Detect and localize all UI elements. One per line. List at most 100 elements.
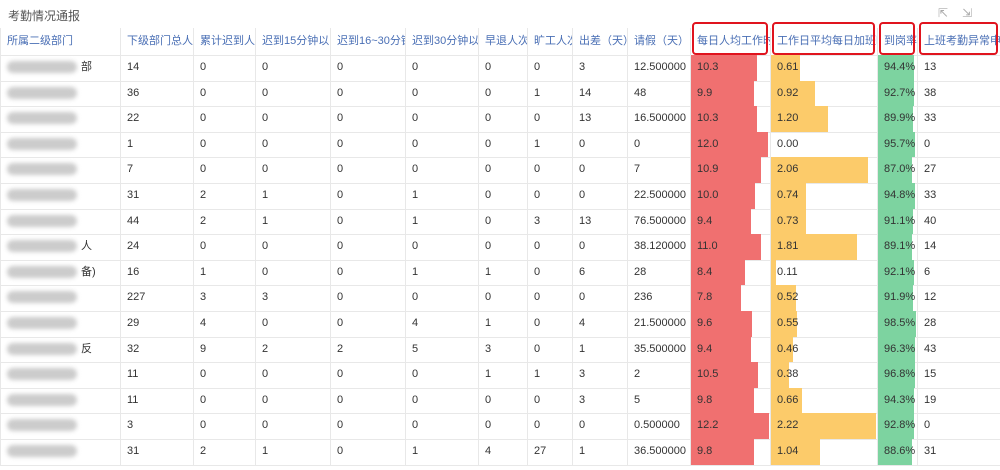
- table-cell: 15: [917, 362, 1000, 388]
- cell-text: 1: [534, 86, 541, 99]
- cell-text: 0: [534, 342, 541, 355]
- table-cell: 12.2: [690, 413, 770, 439]
- cell-text: 12.0: [697, 137, 719, 150]
- cell-text: 33: [924, 189, 937, 201]
- cell-text: 0: [412, 163, 419, 176]
- table-cell: 0: [255, 80, 330, 107]
- table-cell: 0: [527, 157, 572, 183]
- cell-text: 1: [534, 137, 541, 150]
- table-cell: 12.500000: [627, 55, 690, 81]
- column-header[interactable]: 到岗率: [877, 28, 917, 55]
- table-cell: 27: [527, 439, 572, 465]
- data-bar: [691, 183, 755, 209]
- column-header[interactable]: 迟到30分钟以上: [405, 28, 478, 55]
- cell-text: 1: [262, 445, 269, 457]
- cell-text: 48: [634, 86, 647, 99]
- cell-text: 89.9%: [884, 112, 916, 125]
- data-bar: [878, 413, 914, 439]
- data-bar: [878, 259, 914, 286]
- cell-text: 0: [337, 291, 344, 304]
- column-header[interactable]: 工作日平均每日加班时长: [770, 28, 877, 55]
- table-cell: 88.6%: [877, 439, 917, 465]
- table-cell: 0: [572, 131, 627, 158]
- table-cell: 0: [405, 157, 478, 183]
- table-cell: 31: [120, 183, 193, 209]
- table-cell: 0.11: [770, 259, 877, 286]
- dept-cell: [0, 131, 120, 158]
- cell-text: 88.6%: [884, 445, 916, 457]
- panel-icons[interactable]: ⇱⇲: [937, 6, 986, 20]
- cell-text: 1.04: [777, 445, 799, 457]
- table-cell: 0: [405, 106, 478, 132]
- table-cell: 0: [405, 234, 478, 260]
- table-cell: 3: [120, 413, 193, 439]
- table-cell: 91.1%: [877, 208, 917, 235]
- cell-text: 91.1%: [884, 214, 916, 227]
- data-bar: [878, 311, 916, 337]
- table-cell: 14: [120, 55, 193, 81]
- table-cell: 1: [527, 131, 572, 158]
- column-header[interactable]: 每日人均工作时长: [690, 28, 770, 55]
- cell-text: 0.73: [777, 214, 799, 227]
- data-bar: [771, 311, 797, 337]
- data-bar: [771, 387, 803, 414]
- table-cell: 0: [917, 131, 1000, 158]
- cell-text: 31: [127, 189, 140, 201]
- cell-text: 3: [579, 368, 586, 381]
- table-cell: 24: [120, 234, 193, 260]
- redacted-name: [7, 86, 77, 99]
- cell-text: 38: [924, 86, 937, 99]
- column-header[interactable]: 累计迟到人次: [193, 28, 255, 55]
- redacted-name: [7, 189, 77, 202]
- table-cell: 0: [572, 234, 627, 260]
- cell-text: 96.8%: [884, 368, 916, 381]
- table-cell: 0: [193, 387, 255, 414]
- cell-text: 91.9%: [884, 291, 916, 304]
- cell-text: 0: [337, 112, 344, 125]
- cell-text: 9.6: [697, 317, 713, 329]
- header-row: 所属二级部门下级部门总人数累计迟到人次迟到15分钟以内迟到16~30分钟迟到30…: [0, 22, 1000, 56]
- table-cell: 0: [478, 80, 527, 107]
- table-cell: 0.52: [770, 285, 877, 311]
- column-header[interactable]: 请假（天）: [627, 28, 690, 55]
- column-header[interactable]: 出差（天）: [572, 28, 627, 55]
- data-bar: [691, 208, 752, 235]
- data-bar: [878, 131, 915, 158]
- cell-text: 3: [579, 61, 586, 73]
- table-cell: 96.8%: [877, 362, 917, 388]
- cell-text: 0: [534, 61, 541, 73]
- cell-text: 0: [534, 419, 541, 432]
- table-cell: 3: [572, 55, 627, 81]
- data-bar: [878, 234, 913, 260]
- column-header[interactable]: 迟到16~30分钟: [330, 28, 405, 55]
- cell-text: 0: [534, 265, 541, 278]
- column-header[interactable]: 迟到15分钟以内: [255, 28, 330, 55]
- table-cell: 48: [627, 80, 690, 107]
- cell-text: 0: [579, 291, 586, 304]
- cell-text: 0: [337, 163, 344, 176]
- data-bar: [691, 234, 762, 260]
- cell-text: 13: [579, 214, 592, 227]
- cell-text: 0: [262, 265, 269, 278]
- table-row: 1 0 0 0 0 0 1 0 0 12.0 0.00 95.7% 0: [0, 131, 1000, 159]
- cell-text: 0: [485, 291, 492, 304]
- column-header[interactable]: 所属二级部门: [0, 28, 120, 55]
- table-cell: 10.9: [690, 157, 770, 183]
- column-header[interactable]: 早退人次: [478, 28, 527, 55]
- column-header[interactable]: 下级部门总人数: [120, 28, 193, 55]
- table-cell: 9.8: [690, 387, 770, 414]
- cell-text: 76.500000: [634, 214, 686, 227]
- dept-cell: [0, 183, 120, 209]
- cell-text: 0.52: [777, 291, 799, 304]
- table-cell: 5: [627, 387, 690, 414]
- cell-text: 92.1%: [884, 265, 916, 278]
- data-bar: [691, 157, 761, 183]
- cell-text: 0: [579, 189, 586, 201]
- column-header[interactable]: 上班考勤异常申诉: [917, 28, 1000, 55]
- table-cell: 7.8: [690, 285, 770, 311]
- cell-text: 0: [337, 317, 344, 329]
- table-cell: 9.8: [690, 439, 770, 465]
- cell-text: 10.0: [697, 189, 719, 201]
- cell-text: 44: [127, 214, 140, 227]
- column-header[interactable]: 旷工人次: [527, 28, 572, 55]
